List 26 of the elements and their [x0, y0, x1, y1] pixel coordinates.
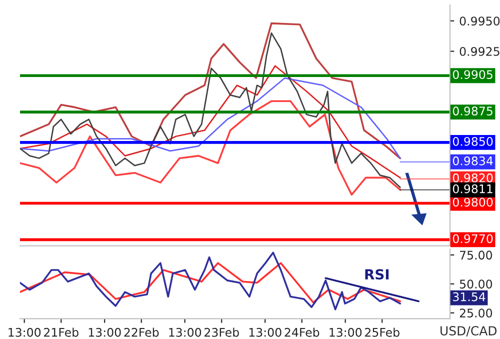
- x-tick-label: 23Feb: [204, 328, 239, 337]
- x-tick-label: 13:00: [8, 328, 41, 337]
- x-tick-label: 13:00: [330, 328, 362, 337]
- x-tick-label: 13:00: [249, 328, 282, 337]
- x-tick-label: 24Feb: [284, 328, 320, 337]
- y-tick-label: 75.00: [460, 250, 492, 260]
- text: 31.54: [453, 292, 486, 302]
- y-tick-label: 0.9925: [460, 47, 500, 56]
- ref-line-label: 0.9800: [452, 198, 493, 207]
- y-tick-label: 50.00: [460, 280, 492, 289]
- x-tick-label: 21Feb: [44, 328, 78, 337]
- x-tick-label: 22Feb: [124, 328, 159, 337]
- ref-line-label: 0.9905: [452, 70, 492, 80]
- x-tick-label: 13:00: [169, 328, 202, 337]
- annotation: 0.9820: [452, 173, 493, 182]
- annotation: 0.9834: [452, 156, 493, 166]
- annotation: 0.9811: [452, 184, 492, 194]
- ref-line-label: 0.9850: [452, 136, 493, 146]
- text: USD/CAD: [440, 326, 497, 336]
- x-tick-label: 13:00: [88, 328, 121, 337]
- ref-line-label: 0.9875: [452, 106, 492, 116]
- x-tick-label: 25Feb: [365, 328, 400, 337]
- y-tick-label: 0.9950: [460, 16, 500, 26]
- ref-line-label: 0.9770: [452, 234, 493, 244]
- annotation: RSI: [365, 269, 389, 280]
- y-tick-label: 25.00: [460, 308, 492, 318]
